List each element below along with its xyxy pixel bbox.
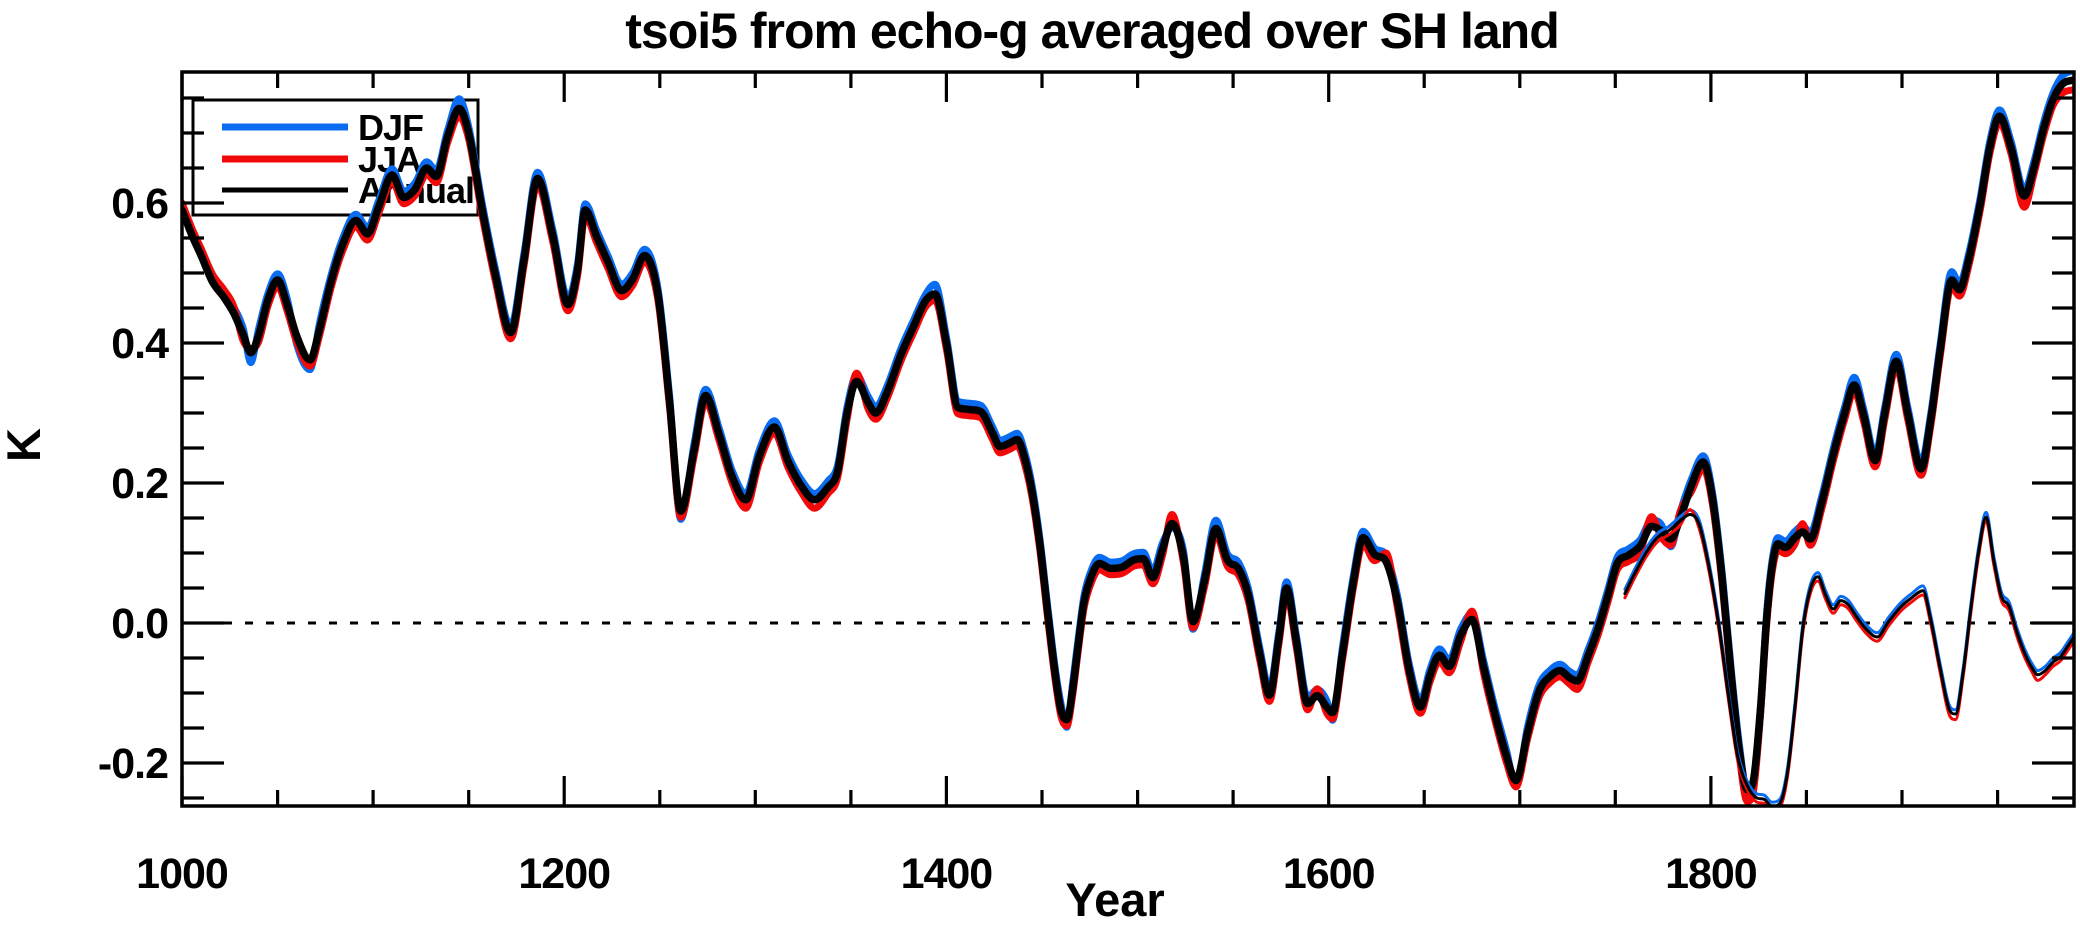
y-tick-label: 0.4 (111, 320, 169, 368)
y-tick-labels: -0.2 0.0 0.2 0.4 0.6 (98, 180, 170, 788)
y-tick-label: -0.2 (98, 740, 168, 788)
x-axis-title: Year (1065, 873, 1164, 924)
chart-title: tsoi5 from echo-g averaged over SH land (625, 3, 1559, 59)
y-axis-title: K (0, 428, 50, 462)
x-tick-labels: 1000 1200 1400 1600 1800 (136, 850, 1758, 898)
jja-thin-series-line (1623, 508, 2074, 806)
x-tick-label: 1600 (1283, 850, 1375, 898)
legend: DJF JJA Annual (191, 98, 480, 217)
x-tick-label: 1000 (136, 850, 228, 898)
series-lines (182, 72, 2074, 806)
plot-frame (180, 70, 2076, 808)
legend-item-djf: DJF (222, 107, 424, 148)
djf-thin-series-line (1623, 508, 2074, 804)
y-tick-label: 0.6 (111, 180, 168, 228)
y-tick-label: 0.2 (111, 460, 168, 508)
x-tick-label: 1400 (901, 850, 993, 898)
y-tick-label: 0.0 (111, 600, 168, 648)
annual-thin-series-line (1623, 513, 2074, 806)
legend-label-djf: DJF (358, 107, 423, 148)
x-tick-label: 1200 (518, 850, 610, 898)
annual-series-line (182, 76, 2074, 794)
x-tick-label: 1800 (1665, 850, 1757, 898)
plot-border (180, 70, 2076, 808)
